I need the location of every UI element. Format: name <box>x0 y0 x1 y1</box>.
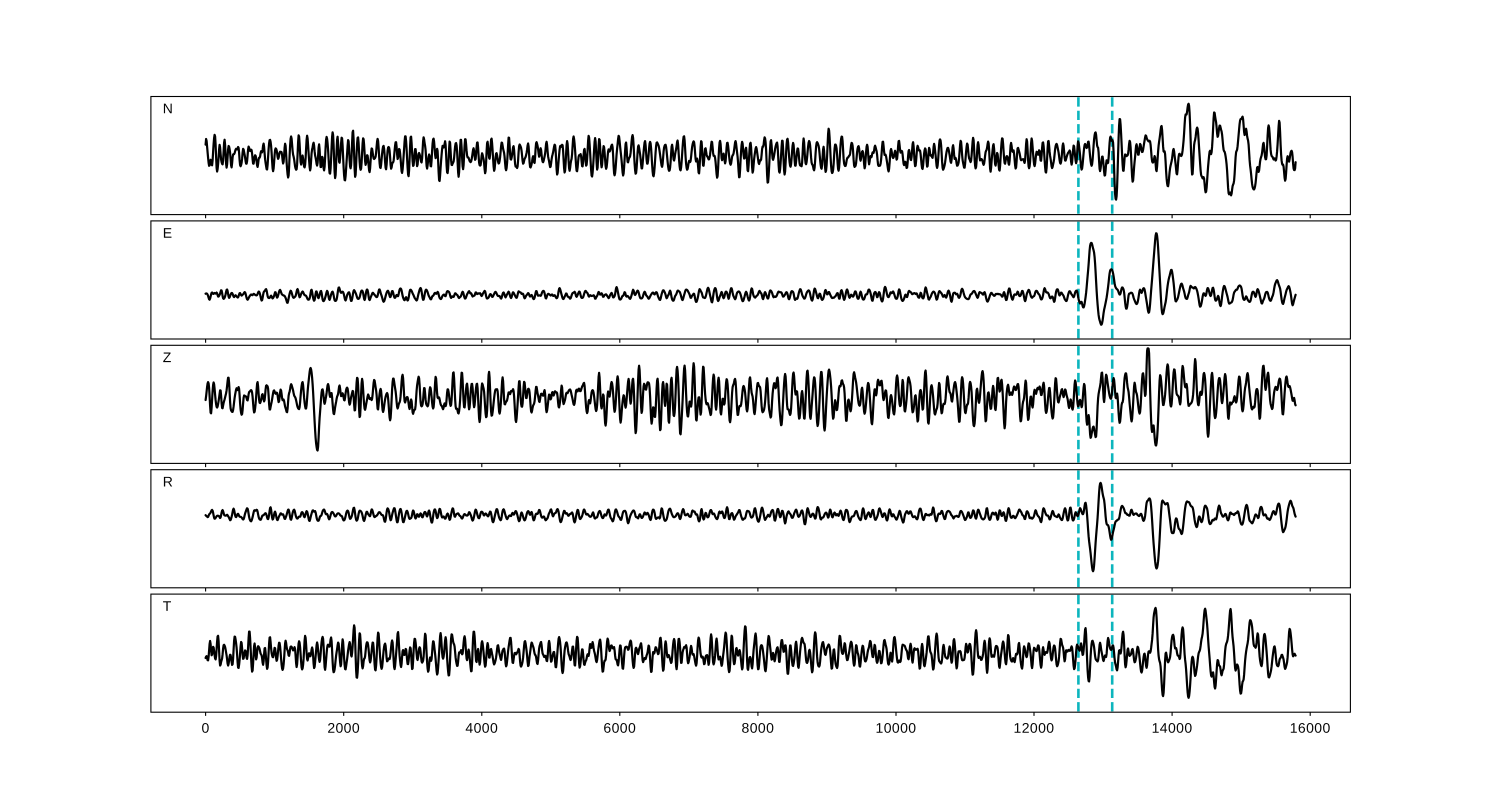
svg-text:2000: 2000 <box>327 720 360 736</box>
svg-text:10000: 10000 <box>876 720 917 736</box>
svg-text:R: R <box>163 474 173 490</box>
svg-text:N: N <box>163 100 173 116</box>
svg-text:T: T <box>163 598 172 614</box>
svg-text:0: 0 <box>202 720 210 736</box>
svg-text:8000: 8000 <box>742 720 775 736</box>
svg-text:4000: 4000 <box>465 720 498 736</box>
svg-text:Z: Z <box>163 349 172 365</box>
svg-text:16000: 16000 <box>1290 720 1331 736</box>
svg-text:E: E <box>163 225 172 241</box>
svg-text:12000: 12000 <box>1014 720 1055 736</box>
svg-text:14000: 14000 <box>1152 720 1193 736</box>
svg-text:6000: 6000 <box>603 720 636 736</box>
